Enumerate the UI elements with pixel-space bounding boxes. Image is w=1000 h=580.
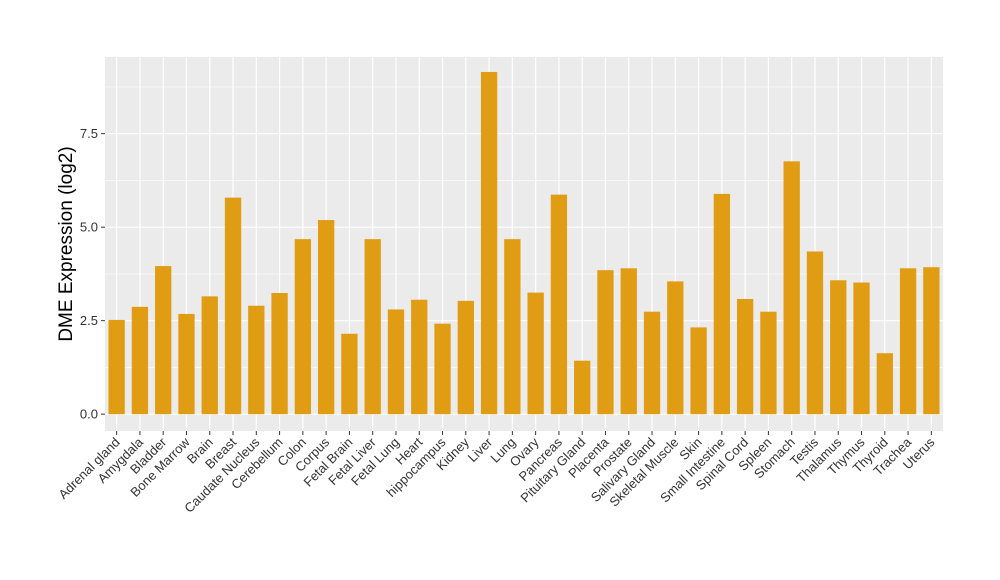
bar	[457, 300, 474, 415]
bar	[108, 319, 125, 415]
bar	[131, 306, 149, 415]
bar	[480, 71, 498, 415]
plot-panel	[105, 57, 943, 431]
bar	[317, 220, 335, 415]
y-tick-label: 2.5	[80, 313, 98, 328]
bar	[504, 239, 521, 415]
bar	[387, 309, 405, 415]
bar	[271, 292, 288, 415]
bar	[736, 298, 754, 415]
bar	[806, 251, 824, 415]
bar	[527, 292, 544, 415]
bar	[899, 268, 917, 415]
bar	[224, 197, 242, 415]
bar	[597, 270, 614, 415]
bars	[108, 71, 940, 415]
bar	[294, 239, 312, 415]
y-tick-label: 5.0	[80, 220, 98, 235]
bar	[178, 313, 195, 415]
bar	[830, 280, 847, 415]
bar	[713, 193, 731, 415]
bar	[155, 266, 172, 415]
bar	[876, 353, 893, 415]
y-axis: 0.0 2.5 5.0 7.5	[80, 126, 105, 422]
bar	[341, 333, 358, 415]
bar	[550, 194, 568, 415]
bar	[248, 305, 265, 415]
bar	[411, 299, 428, 415]
bar	[434, 323, 451, 415]
bar	[853, 282, 870, 415]
y-tick-label: 7.5	[80, 126, 98, 141]
bar	[923, 267, 940, 415]
bar	[201, 296, 218, 415]
bar	[574, 360, 591, 415]
bar	[364, 239, 381, 415]
bar	[667, 281, 684, 415]
bar	[620, 268, 637, 415]
y-tick-label: 0.0	[80, 407, 98, 422]
bar	[760, 311, 777, 415]
bar	[783, 161, 800, 415]
bar	[690, 327, 707, 415]
x-tick-label: Liver	[465, 434, 496, 465]
bar	[643, 311, 661, 415]
y-axis-title: DME Expression (log2)	[56, 146, 77, 341]
